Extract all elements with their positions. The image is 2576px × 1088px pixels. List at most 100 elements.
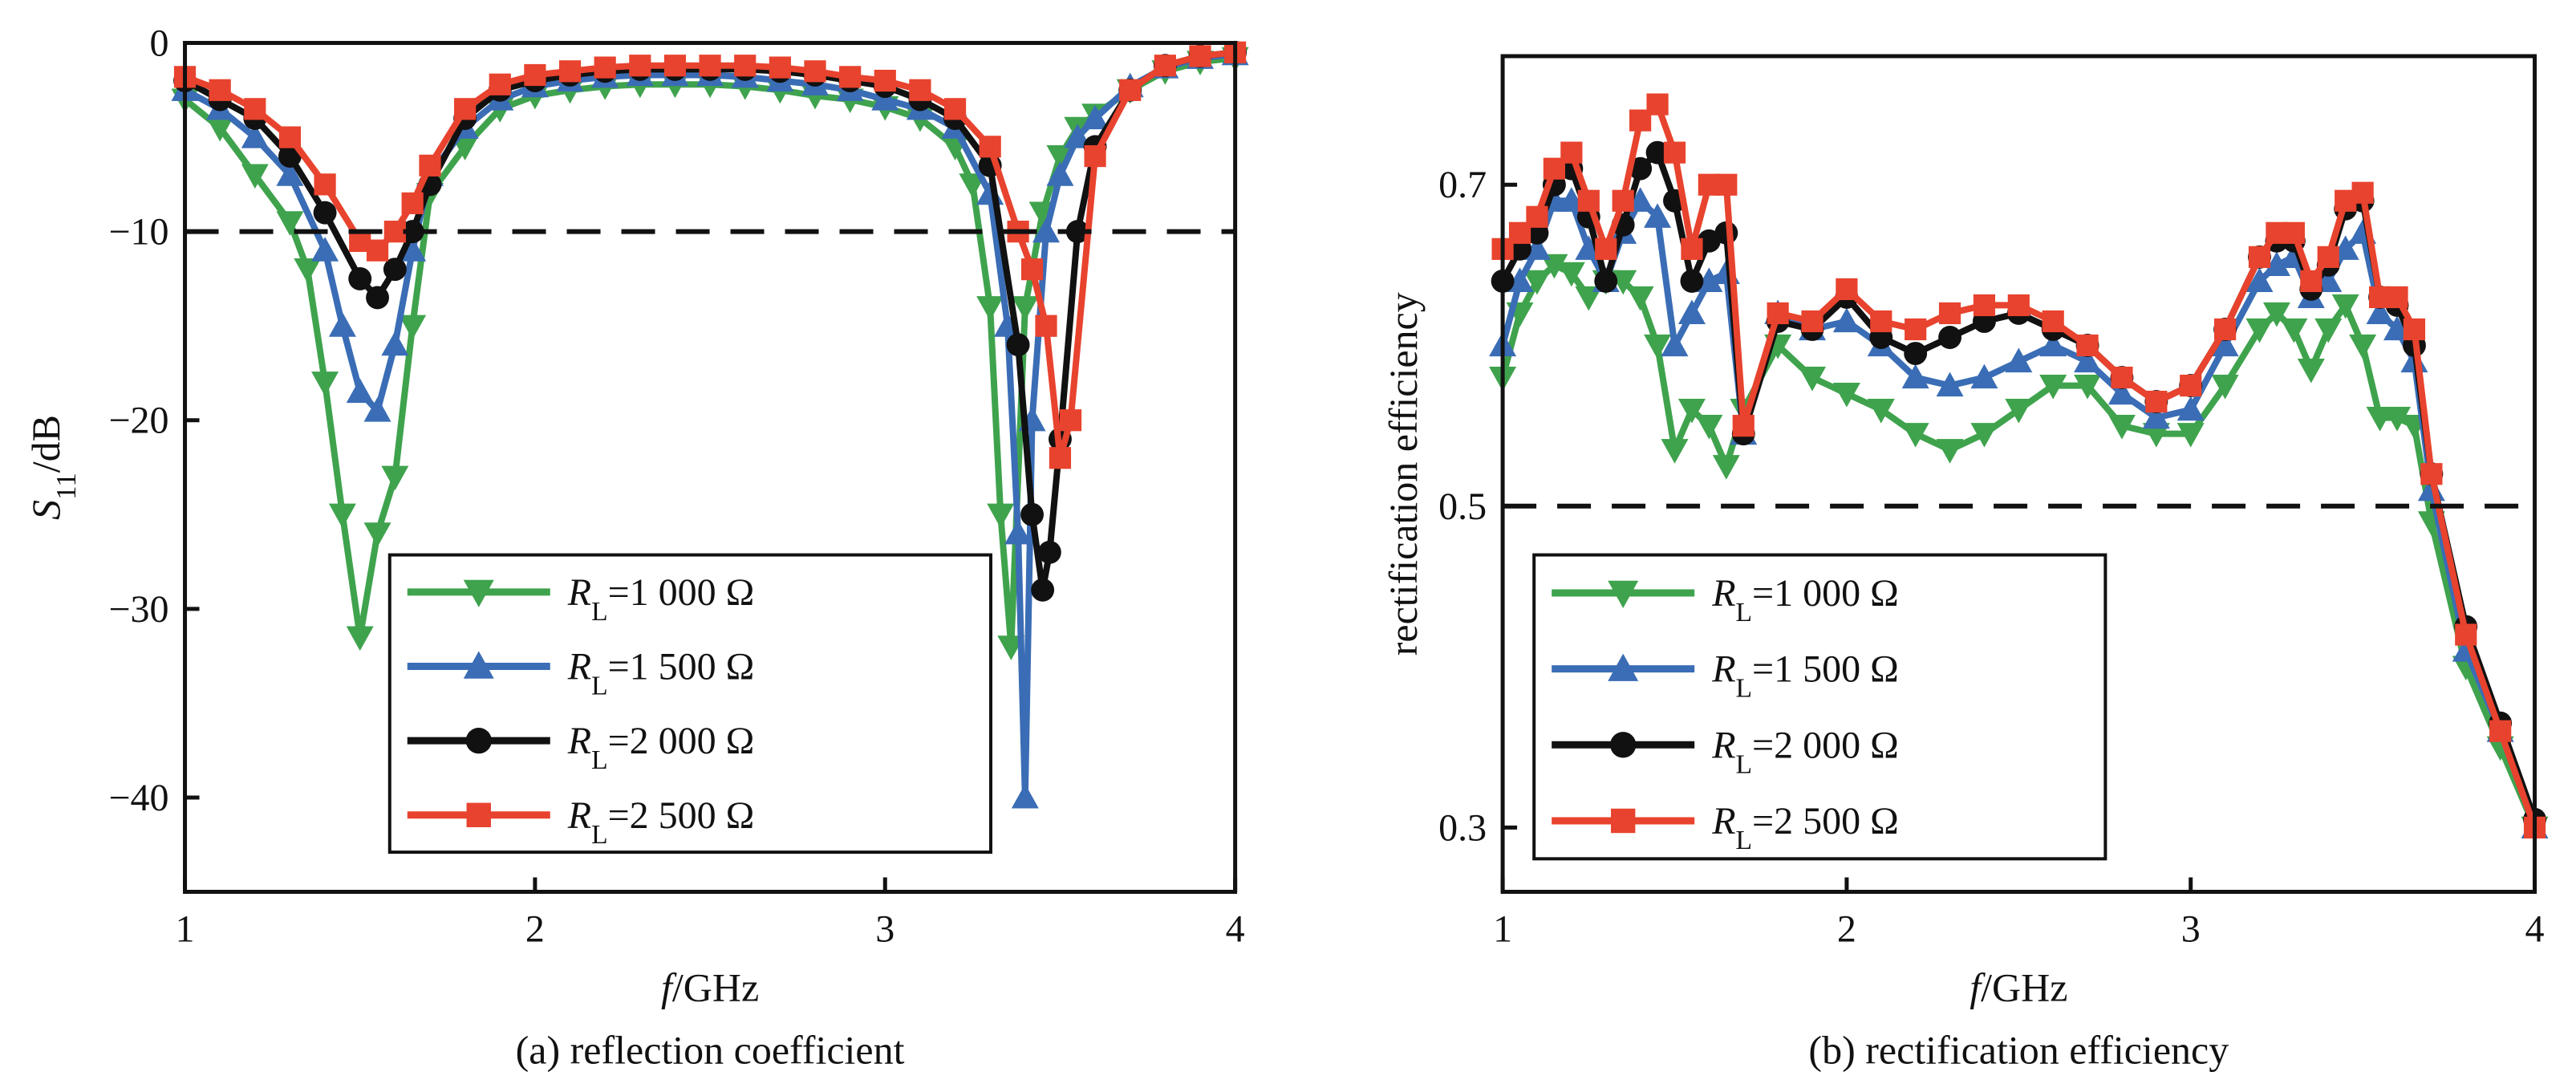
x-axis-label-b: f/GHz xyxy=(1970,964,2067,1009)
data-point-b-0-3 xyxy=(1540,254,1568,279)
data-point-a-3-23 xyxy=(909,79,931,101)
data-point-a-3-27 xyxy=(1020,258,1044,281)
data-point-a-1-9 xyxy=(399,237,427,262)
data-point-a-3-17 xyxy=(699,55,721,77)
data-point-b-3-24 xyxy=(2076,334,2099,357)
data-point-b-1-28 xyxy=(2211,331,2239,357)
data-point-a-3-31 xyxy=(1084,144,1106,168)
legend-marker-a-1 xyxy=(463,651,494,679)
data-point-b-1-30 xyxy=(2262,251,2290,276)
data-point-b-1-25 xyxy=(2107,380,2136,405)
data-point-b-1-29 xyxy=(2245,267,2274,292)
y-axis-label-a: S11/dB xyxy=(23,415,82,520)
data-point-a-3-19 xyxy=(769,56,791,79)
series-layer-b xyxy=(1489,93,2549,842)
x-tick-label-a-2: 3 xyxy=(875,908,895,951)
data-point-a-3-18 xyxy=(734,55,757,77)
data-point-a-3-14 xyxy=(594,56,616,79)
data-point-a-3-3 xyxy=(278,126,302,148)
data-point-a-2-6 xyxy=(366,286,389,310)
data-point-b-3-6 xyxy=(1595,237,1617,260)
legend-a: RL=1 000 Ω RL=1 500 Ω RL=2 000 Ω RL=2 500 Ω xyxy=(387,553,992,855)
data-point-b-1-27 xyxy=(2176,396,2205,421)
legend-marker-b-2 xyxy=(1610,732,1637,758)
data-point-b-2-12 xyxy=(1697,229,1721,253)
y-tick-label-b-2: 0.3 xyxy=(1438,806,1487,849)
legend-label-a-2: RL=2 000 Ω xyxy=(567,720,755,775)
tick-layer-a: 1 2 3 4 0 −10 −20 −30 −40 xyxy=(108,22,1244,951)
data-point-a-3-4 xyxy=(314,173,336,196)
y-tick-label-a-1: −10 xyxy=(108,211,168,254)
data-point-a-1-5 xyxy=(328,312,356,337)
data-point-a-2-29 xyxy=(1037,540,1061,564)
data-point-b-0-12 xyxy=(1695,415,1723,440)
data-point-a-3-30 xyxy=(1059,409,1082,432)
data-point-b-3-18 xyxy=(1870,310,1892,333)
data-point-b-1-36 xyxy=(2366,299,2394,325)
data-point-b-3-15 xyxy=(1767,302,1789,325)
data-point-b-0-19 xyxy=(1901,423,1929,448)
data-point-b-0-28 xyxy=(2211,374,2239,400)
data-point-b-3-11 xyxy=(1681,237,1703,260)
data-point-b-2-11 xyxy=(1680,269,1704,293)
data-point-b-1-26 xyxy=(2142,404,2170,429)
data-point-b-0-34 xyxy=(2331,294,2359,319)
data-point-b-0-24 xyxy=(2074,374,2102,400)
data-point-b-3-40 xyxy=(2455,623,2477,646)
data-point-a-0-31 xyxy=(1011,296,1039,321)
data-point-b-0-9 xyxy=(1644,334,1672,359)
data-point-b-3-29 xyxy=(2248,246,2271,268)
data-point-b-3-14 xyxy=(1732,415,1755,437)
data-point-b-3-4 xyxy=(1560,141,1583,164)
data-point-a-1-6 xyxy=(346,378,374,404)
data-point-a-3-11 xyxy=(489,73,511,95)
data-point-b-0-18 xyxy=(1867,399,1895,424)
data-point-b-0-17 xyxy=(1832,382,1860,408)
data-point-a-3-22 xyxy=(874,69,896,92)
legend-label-b-1: RL=1 500 Ω xyxy=(1711,648,1899,704)
legend-label-a-0: RL=1 000 Ω xyxy=(567,571,755,627)
data-point-a-0-1 xyxy=(206,116,234,142)
data-point-a-0-4 xyxy=(294,258,322,283)
legend-label-a-1: RL=1 500 Ω xyxy=(567,646,755,701)
data-point-a-1-28 xyxy=(1004,519,1032,545)
data-point-a-3-13 xyxy=(558,60,582,83)
data-point-a-0-6 xyxy=(328,503,356,529)
x-tick-label-b-0: 1 xyxy=(1493,908,1512,951)
data-point-b-2-8 xyxy=(1629,156,1653,181)
data-point-b-3-35 xyxy=(2351,181,2374,204)
data-point-a-2-7 xyxy=(383,258,407,282)
data-point-a-0-8 xyxy=(363,522,391,547)
data-point-b-3-16 xyxy=(1801,310,1823,333)
data-point-b-2-6 xyxy=(1594,269,1618,293)
data-point-a-3-33 xyxy=(1154,55,1176,77)
data-point-b-0-21 xyxy=(1970,423,1998,448)
data-point-b-1-22 xyxy=(2005,347,2033,373)
data-point-a-0-29 xyxy=(987,503,1015,529)
x-tick-label-b-1: 2 xyxy=(1837,908,1856,951)
data-point-a-0-28 xyxy=(976,296,1004,321)
data-point-a-3-1 xyxy=(209,79,231,101)
plot-frame-b xyxy=(1500,54,2537,895)
data-point-b-0-35 xyxy=(2349,334,2377,359)
data-point-b-3-32 xyxy=(2300,270,2322,292)
data-point-b-0-11 xyxy=(1677,399,1706,424)
data-point-a-1-32 xyxy=(1046,161,1074,186)
data-point-b-0-27 xyxy=(2176,423,2205,448)
data-point-a-3-21 xyxy=(839,66,862,88)
data-point-a-1-4 xyxy=(311,237,339,262)
data-point-b-0-20 xyxy=(1936,439,1964,464)
legend-label-b-3: RL=2 500 Ω xyxy=(1711,800,1899,855)
data-point-b-1-24 xyxy=(2074,347,2102,373)
data-point-b-3-38 xyxy=(2403,318,2426,341)
data-point-a-0-3 xyxy=(276,211,304,236)
legend-marker-a-0 xyxy=(463,579,494,607)
data-point-a-0-2 xyxy=(241,164,269,189)
data-point-b-0-32 xyxy=(2297,358,2325,384)
data-point-a-3-12 xyxy=(524,63,546,87)
x-tick-label-b-2: 3 xyxy=(2181,908,2201,951)
caption-b: (b) rectification efficiency xyxy=(1808,1028,2229,1073)
data-point-a-0-5 xyxy=(311,371,339,396)
data-point-b-3-41 xyxy=(2489,720,2512,742)
